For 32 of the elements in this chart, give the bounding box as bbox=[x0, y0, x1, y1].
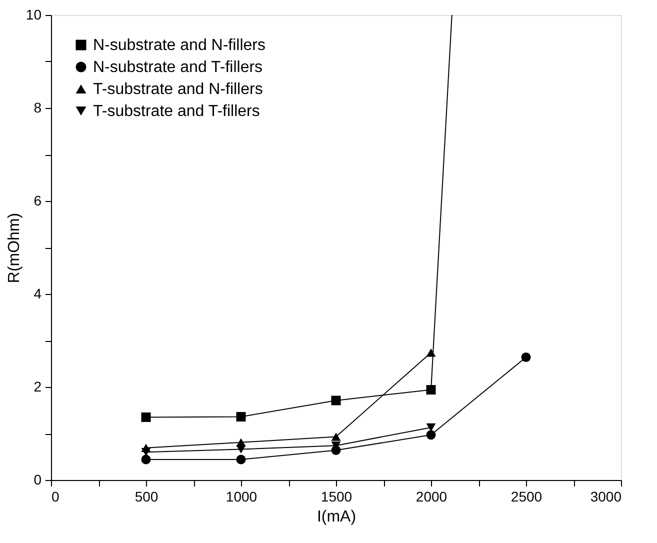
legend-label: T-substrate and T-fillers bbox=[93, 103, 260, 120]
point bbox=[236, 454, 246, 464]
point bbox=[141, 454, 151, 464]
y-tick-label: 4 bbox=[34, 286, 42, 302]
y-axis-title: R(mOhm) bbox=[6, 212, 23, 284]
x-tick-label: 2500 bbox=[510, 488, 542, 504]
x-tick-label: 500 bbox=[134, 488, 158, 504]
x-tick-label: 0 bbox=[52, 488, 60, 504]
x-tick-label: 2000 bbox=[416, 488, 448, 504]
point bbox=[236, 412, 246, 422]
point bbox=[426, 385, 436, 395]
point bbox=[426, 430, 436, 440]
x-tick-label: 1000 bbox=[226, 488, 258, 504]
point bbox=[331, 396, 341, 406]
point bbox=[426, 348, 436, 357]
x-tick-label: 3000 bbox=[590, 488, 622, 504]
point bbox=[236, 445, 246, 454]
legend-label: N-substrate and N-fillers bbox=[93, 37, 266, 54]
x-axis-title: I(mA) bbox=[316, 508, 356, 526]
point bbox=[141, 412, 151, 422]
point bbox=[426, 423, 436, 432]
y-tick-label: 0 bbox=[34, 472, 42, 488]
x-tick-label: 1500 bbox=[320, 488, 352, 504]
y-tick-label: 10 bbox=[26, 6, 42, 22]
legend-label: T-substrate and N-fillers bbox=[93, 81, 263, 98]
point bbox=[331, 432, 341, 441]
point bbox=[521, 352, 531, 362]
y-tick-label: 2 bbox=[34, 378, 42, 394]
y-tick-label: 8 bbox=[34, 100, 42, 116]
legend-label: N-substrate and T-fillers bbox=[93, 59, 263, 76]
point bbox=[141, 448, 151, 456]
y-tick-label: 6 bbox=[34, 192, 42, 208]
